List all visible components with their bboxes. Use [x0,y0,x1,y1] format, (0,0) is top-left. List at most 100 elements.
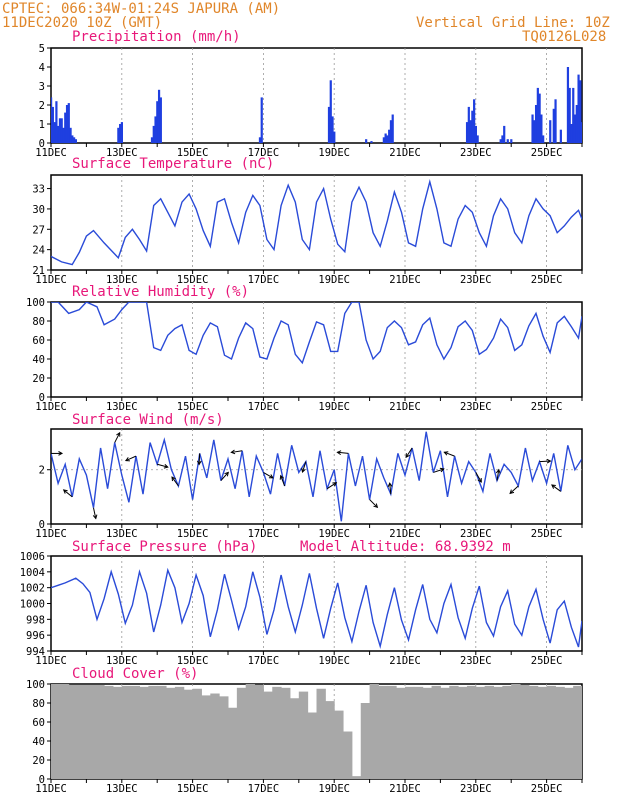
precip-bar [503,125,506,143]
wind-arrow [125,455,137,462]
precip-bar [552,108,555,143]
cloud-bar [511,684,521,779]
precip-bar [572,87,575,143]
precip-bar [386,135,389,143]
precip-bar [258,137,262,143]
cloud-bar [289,698,300,779]
cloud-bar [422,687,433,779]
precip-bar [534,105,538,143]
wind-arrow [302,461,307,473]
cloud-bar [378,685,388,779]
cloud-bar [405,686,415,779]
precip-bar [510,139,513,143]
precip-bar [53,122,56,143]
precip-xtick-label: 21DEC [389,147,421,159]
cloud-bar [245,684,256,779]
precip-bar [581,122,582,143]
precip-bar [65,105,69,143]
cloud-bar [272,686,282,779]
precip-bar [566,67,570,143]
wind-arrow [157,463,168,468]
cloud-bar [528,685,539,779]
rh-xtick-label: 23DEC [460,401,492,413]
press-line [51,567,582,649]
precip-xtick-label: 15DEC [177,147,209,159]
cloud-ytick-label: 60 [32,717,45,729]
model-altitude: Model Altitude: 68.9392 m [300,539,511,555]
precip-bar [57,125,60,143]
cloud-xtick-label: 19DEC [318,783,350,795]
press-ytick-label: 994 [26,646,45,658]
cloud-bar [502,685,512,779]
precip-ytick-label: 2 [39,100,45,112]
precip-bar [156,101,159,143]
rh-xtick-label: 19DEC [318,401,350,413]
wind-arrowhead [405,453,410,459]
precip-bar [471,110,474,143]
precip-bar [55,101,58,143]
wind-arrowhead [230,449,236,455]
temp-xtick-label: 15DEC [177,274,209,286]
wind-xtick-label: 15DEC [177,528,209,540]
wind-xtick-label: 23DEC [460,528,492,540]
wind-arrow [389,483,392,495]
wind-arrowhead [373,503,379,509]
wind-xtick-label: 11DEC [35,528,67,540]
precip-bar [120,122,123,143]
wind-arrow [220,472,229,481]
precip-bar [579,80,582,143]
precip-bar [152,125,155,143]
precip-bar [538,93,541,143]
cloud-xtick-label: 15DEC [177,783,209,795]
temp-ytick-label: 24 [32,245,45,257]
press-ytick-label: 996 [26,630,45,642]
precip-xtick-label: 23DEC [460,147,492,159]
temp-xtick-label: 11DEC [35,274,67,286]
precip-xtick-label: 19DEC [318,147,350,159]
press-title: Surface Pressure (hPa) [72,539,257,555]
precip-ytick-label: 1 [39,119,45,131]
wind-xtick-label: 21DEC [389,528,421,540]
wind-arrowhead [196,460,202,466]
cloud-bar [449,685,459,779]
wind-xtick-label: 19DEC [318,528,350,540]
temp-ytick-label: 30 [32,204,45,216]
cloud-ytick-label: 80 [32,698,45,710]
cloud-bar [183,689,194,779]
wind-title: Surface Wind (m/s) [72,412,224,428]
rh-xtick-label: 25DEC [531,401,563,413]
cloud-bar [316,688,326,779]
wind-ytick-label: 2 [39,465,45,477]
precip-bar [554,99,557,143]
press-xtick-label: 23DEC [460,655,492,667]
precip-bar [69,127,72,143]
precip-bar [573,114,577,143]
wind-arrowhead [163,464,169,469]
cloud-title: Cloud Cover (%) [72,666,198,682]
precip-xtick-label: 11DEC [35,147,67,159]
precip-bar [74,139,77,143]
grid-note: Vertical Grid Line: 10Z [416,15,610,31]
cloud-bar [263,691,273,779]
temp-xtick-label: 17DEC [248,274,280,286]
date-header: 11DEC2020 10Z (GMT) [2,15,162,31]
cloud-bar [148,685,158,779]
cloud-bar [112,686,123,779]
precip-bar [473,99,476,143]
wind-arrowhead [495,468,501,474]
precip-bar [58,118,62,143]
cloud-bar [334,710,344,779]
wind-arrowhead [124,457,130,462]
precip-bar [64,112,67,143]
wind-arrowhead [443,451,449,456]
cloud-bar [351,776,362,779]
press-ytick-label: 998 [26,614,45,626]
wind-xtick-label: 13DEC [106,528,138,540]
precip-bar [542,135,545,143]
cloud-bar [537,686,548,779]
precip-bar [71,135,74,143]
wind-arrowhead [477,477,482,483]
wind-arrowhead [62,489,68,494]
cloud-ytick-label: 40 [32,736,45,748]
